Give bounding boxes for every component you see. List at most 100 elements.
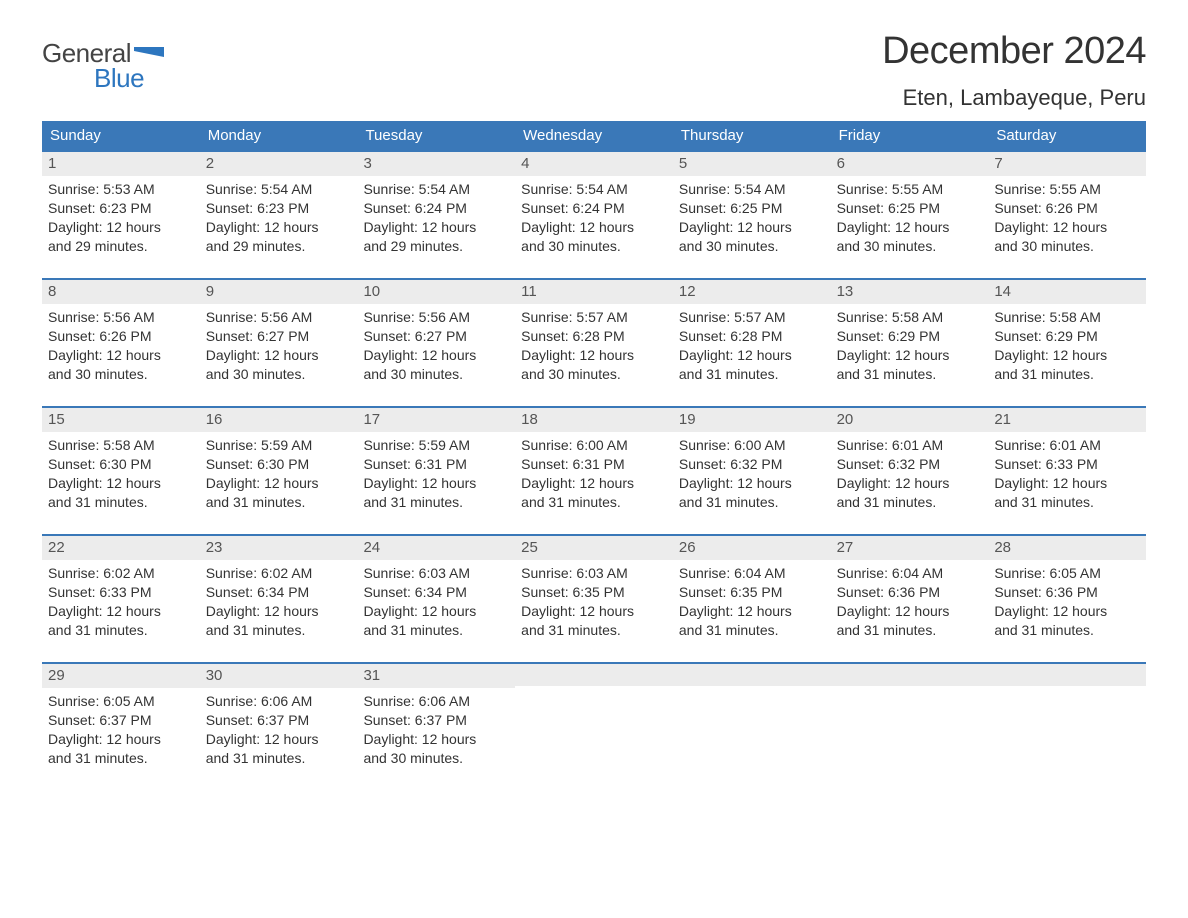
day-number: 30 (200, 664, 358, 688)
sunset-text: Sunset: 6:28 PM (679, 327, 825, 346)
daylight-line1: Daylight: 12 hours (206, 730, 352, 749)
daylight-line1: Daylight: 12 hours (994, 474, 1140, 493)
day-number: 27 (831, 536, 989, 560)
weekday-header-cell: Sunday (42, 121, 200, 150)
daylight-line2: and 31 minutes. (679, 365, 825, 384)
day-content: Sunrise: 6:00 AMSunset: 6:31 PMDaylight:… (515, 432, 673, 520)
day-cell: 6Sunrise: 5:55 AMSunset: 6:25 PMDaylight… (831, 152, 989, 278)
empty-day-cell (831, 664, 989, 790)
brand-logo: General Blue (42, 38, 164, 94)
daylight-line2: and 29 minutes. (206, 237, 352, 256)
daylight-line1: Daylight: 12 hours (48, 346, 194, 365)
day-number: 8 (42, 280, 200, 304)
logo-word-blue: Blue (94, 63, 144, 94)
calendar-week-row: 8Sunrise: 5:56 AMSunset: 6:26 PMDaylight… (42, 278, 1146, 406)
day-cell: 25Sunrise: 6:03 AMSunset: 6:35 PMDayligh… (515, 536, 673, 662)
day-content: Sunrise: 5:55 AMSunset: 6:26 PMDaylight:… (988, 176, 1146, 264)
sunset-text: Sunset: 6:23 PM (206, 199, 352, 218)
day-number: 7 (988, 152, 1146, 176)
daylight-line1: Daylight: 12 hours (837, 346, 983, 365)
daylight-line2: and 29 minutes. (363, 237, 509, 256)
daylight-line1: Daylight: 12 hours (521, 602, 667, 621)
day-content: Sunrise: 6:03 AMSunset: 6:34 PMDaylight:… (357, 560, 515, 648)
day-content: Sunrise: 5:58 AMSunset: 6:30 PMDaylight:… (42, 432, 200, 520)
sunset-text: Sunset: 6:37 PM (206, 711, 352, 730)
day-content: Sunrise: 5:56 AMSunset: 6:27 PMDaylight:… (200, 304, 358, 392)
sunset-text: Sunset: 6:24 PM (363, 199, 509, 218)
daylight-line2: and 29 minutes. (48, 237, 194, 256)
day-content: Sunrise: 5:56 AMSunset: 6:27 PMDaylight:… (357, 304, 515, 392)
day-number: 21 (988, 408, 1146, 432)
daylight-line1: Daylight: 12 hours (521, 474, 667, 493)
daylight-line2: and 31 minutes. (679, 493, 825, 512)
daylight-line1: Daylight: 12 hours (837, 602, 983, 621)
sunset-text: Sunset: 6:30 PM (48, 455, 194, 474)
header-row: General Blue December 2024 Eten, Lambaye… (42, 30, 1146, 111)
daylight-line2: and 30 minutes. (206, 365, 352, 384)
day-cell: 30Sunrise: 6:06 AMSunset: 6:37 PMDayligh… (200, 664, 358, 790)
day-number: 14 (988, 280, 1146, 304)
daylight-line1: Daylight: 12 hours (679, 602, 825, 621)
calendar-week-row: 1Sunrise: 5:53 AMSunset: 6:23 PMDaylight… (42, 150, 1146, 278)
day-content: Sunrise: 6:01 AMSunset: 6:32 PMDaylight:… (831, 432, 989, 520)
day-cell: 4Sunrise: 5:54 AMSunset: 6:24 PMDaylight… (515, 152, 673, 278)
daylight-line2: and 31 minutes. (363, 621, 509, 640)
weekday-header-cell: Thursday (673, 121, 831, 150)
sunrise-text: Sunrise: 5:53 AM (48, 180, 194, 199)
sunrise-text: Sunrise: 5:54 AM (679, 180, 825, 199)
day-cell: 5Sunrise: 5:54 AMSunset: 6:25 PMDaylight… (673, 152, 831, 278)
day-content: Sunrise: 6:02 AMSunset: 6:34 PMDaylight:… (200, 560, 358, 648)
daylight-line2: and 31 minutes. (521, 621, 667, 640)
day-number: 6 (831, 152, 989, 176)
sunrise-text: Sunrise: 5:54 AM (206, 180, 352, 199)
day-cell: 18Sunrise: 6:00 AMSunset: 6:31 PMDayligh… (515, 408, 673, 534)
daylight-line1: Daylight: 12 hours (206, 218, 352, 237)
daylight-line1: Daylight: 12 hours (679, 218, 825, 237)
sunset-text: Sunset: 6:31 PM (363, 455, 509, 474)
day-content: Sunrise: 6:06 AMSunset: 6:37 PMDaylight:… (200, 688, 358, 776)
calendar-table: SundayMondayTuesdayWednesdayThursdayFrid… (42, 121, 1146, 790)
sunset-text: Sunset: 6:25 PM (837, 199, 983, 218)
daylight-line1: Daylight: 12 hours (837, 474, 983, 493)
day-number: 3 (357, 152, 515, 176)
day-cell: 26Sunrise: 6:04 AMSunset: 6:35 PMDayligh… (673, 536, 831, 662)
day-content: Sunrise: 5:58 AMSunset: 6:29 PMDaylight:… (831, 304, 989, 392)
weekday-header-cell: Monday (200, 121, 358, 150)
day-content: Sunrise: 5:59 AMSunset: 6:30 PMDaylight:… (200, 432, 358, 520)
sunrise-text: Sunrise: 6:05 AM (48, 692, 194, 711)
day-number (515, 664, 673, 686)
daylight-line1: Daylight: 12 hours (206, 602, 352, 621)
empty-day-cell (515, 664, 673, 790)
calendar-week-row: 22Sunrise: 6:02 AMSunset: 6:33 PMDayligh… (42, 534, 1146, 662)
day-number: 10 (357, 280, 515, 304)
sunset-text: Sunset: 6:23 PM (48, 199, 194, 218)
day-cell: 12Sunrise: 5:57 AMSunset: 6:28 PMDayligh… (673, 280, 831, 406)
day-number: 24 (357, 536, 515, 560)
weekday-header-cell: Wednesday (515, 121, 673, 150)
calendar-week-row: 29Sunrise: 6:05 AMSunset: 6:37 PMDayligh… (42, 662, 1146, 790)
day-cell: 17Sunrise: 5:59 AMSunset: 6:31 PMDayligh… (357, 408, 515, 534)
day-number: 23 (200, 536, 358, 560)
daylight-line1: Daylight: 12 hours (679, 346, 825, 365)
sunrise-text: Sunrise: 5:57 AM (679, 308, 825, 327)
day-cell: 20Sunrise: 6:01 AMSunset: 6:32 PMDayligh… (831, 408, 989, 534)
day-number: 31 (357, 664, 515, 688)
empty-day-cell (988, 664, 1146, 790)
sunrise-text: Sunrise: 5:54 AM (363, 180, 509, 199)
day-cell: 8Sunrise: 5:56 AMSunset: 6:26 PMDaylight… (42, 280, 200, 406)
day-cell: 22Sunrise: 6:02 AMSunset: 6:33 PMDayligh… (42, 536, 200, 662)
sunrise-text: Sunrise: 5:55 AM (837, 180, 983, 199)
daylight-line1: Daylight: 12 hours (206, 474, 352, 493)
daylight-line2: and 31 minutes. (994, 365, 1140, 384)
weekday-header-row: SundayMondayTuesdayWednesdayThursdayFrid… (42, 121, 1146, 150)
day-cell: 31Sunrise: 6:06 AMSunset: 6:37 PMDayligh… (357, 664, 515, 790)
weekday-header-cell: Tuesday (357, 121, 515, 150)
sunset-text: Sunset: 6:33 PM (48, 583, 194, 602)
day-number: 13 (831, 280, 989, 304)
day-content: Sunrise: 5:54 AMSunset: 6:23 PMDaylight:… (200, 176, 358, 264)
day-cell: 9Sunrise: 5:56 AMSunset: 6:27 PMDaylight… (200, 280, 358, 406)
daylight-line1: Daylight: 12 hours (521, 218, 667, 237)
sunset-text: Sunset: 6:34 PM (206, 583, 352, 602)
sunrise-text: Sunrise: 5:55 AM (994, 180, 1140, 199)
day-content: Sunrise: 5:53 AMSunset: 6:23 PMDaylight:… (42, 176, 200, 264)
